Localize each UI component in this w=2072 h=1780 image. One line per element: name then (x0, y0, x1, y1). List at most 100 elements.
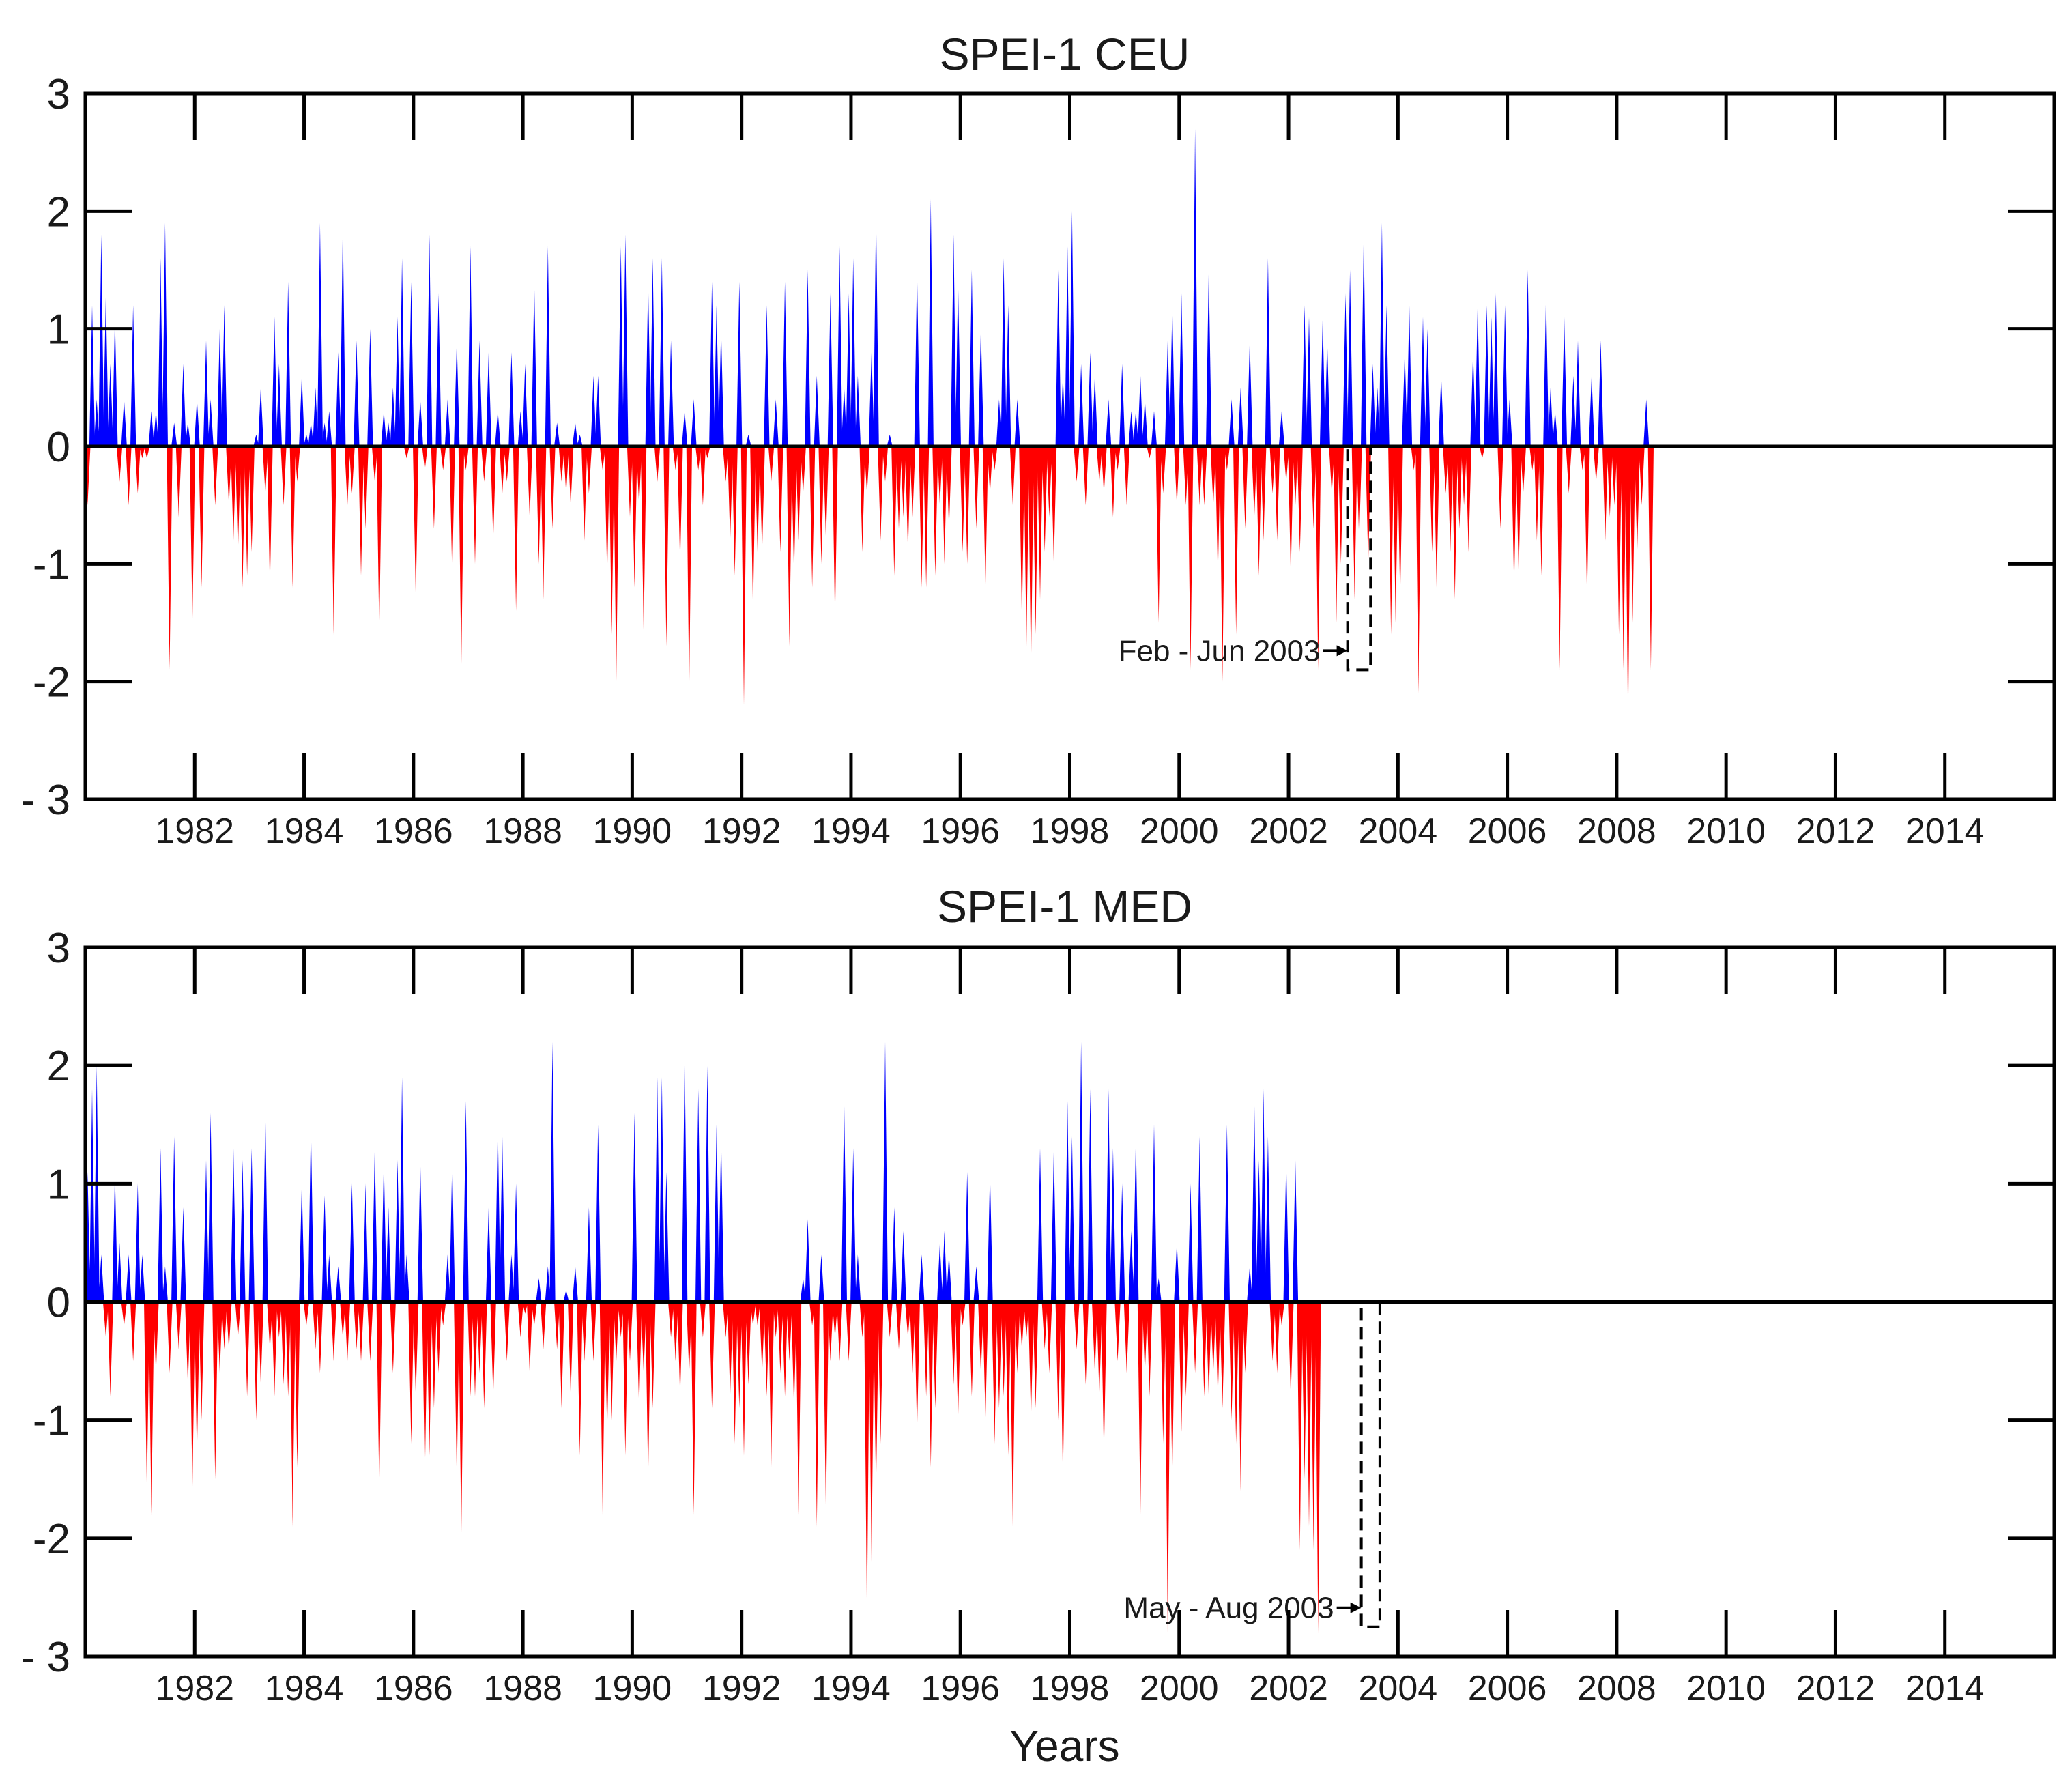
negative-spei-bar (408, 1302, 414, 1444)
positive-spei-bar (951, 234, 957, 446)
positive-spei-bar (513, 1183, 519, 1302)
positive-spei-bar (408, 281, 414, 446)
negative-spei-bar (435, 1302, 442, 1373)
negative-spei-bar (973, 446, 979, 529)
negative-spei-bar (371, 446, 378, 482)
positive-spei-bar (645, 281, 651, 446)
negative-spei-bar (189, 446, 196, 623)
positive-spei-bar (495, 1124, 501, 1302)
positive-spei-bar (417, 1160, 423, 1302)
negative-spei-bar (1233, 446, 1239, 635)
negative-spei-bar (262, 446, 268, 493)
negative-spei-bar (1196, 446, 1203, 506)
negative-spei-bar (1123, 1302, 1130, 1373)
positive-spei-bar (964, 1172, 970, 1302)
positive-spei-bar (262, 1112, 268, 1302)
negative-spei-bar (362, 446, 369, 529)
positive-spei-bar (276, 364, 282, 446)
annotation-label: Feb - Jun 2003 (1119, 634, 1321, 668)
positive-spei-bar (887, 434, 893, 446)
negative-spei-bar (1147, 446, 1153, 459)
negative-spei-bar (781, 1302, 788, 1396)
negative-spei-bar (1215, 1302, 1221, 1396)
negative-spei-bar (905, 1302, 911, 1338)
negative-spei-bar (558, 446, 564, 482)
positive-spei-bar (171, 422, 177, 446)
positive-spei-bar (130, 305, 136, 446)
positive-spei-bar (349, 1183, 355, 1302)
positive-spei-bar (577, 434, 583, 446)
negative-spei-bar (923, 1302, 930, 1396)
negative-spei-bar (777, 446, 783, 553)
negative-spei-bar (677, 1302, 683, 1396)
negative-spei-bar (134, 446, 141, 493)
negative-spei-bar (1447, 446, 1454, 553)
y-tick-label: 1 (47, 1161, 70, 1208)
positive-spei-bar (180, 1207, 186, 1302)
negative-spei-bar (490, 1302, 496, 1396)
negative-spei-bar (773, 1302, 779, 1338)
negative-spei-bar (1602, 446, 1609, 541)
negative-spei-bar (1301, 1302, 1308, 1480)
positive-spei-bar (1078, 364, 1084, 446)
negative-spei-bar (167, 446, 173, 670)
positive-spei-bar (299, 375, 305, 446)
negative-spei-bar (317, 1302, 323, 1373)
negative-spei-bar (376, 1302, 382, 1491)
negative-spei-bar (1365, 446, 1371, 564)
negative-spei-bar (754, 1302, 761, 1326)
positive-spei-bar (362, 1183, 369, 1302)
positive-spei-bar (846, 293, 852, 446)
negative-spei-bar (139, 446, 145, 459)
negative-spei-bar (272, 1302, 278, 1396)
positive-spei-bar (1192, 128, 1198, 446)
positive-spei-bar (1306, 317, 1312, 446)
negative-spei-bar (736, 1302, 743, 1409)
x-tick-label: 1986 (374, 1669, 453, 1708)
negative-spei-bar (349, 446, 355, 493)
negative-spei-bar (604, 446, 610, 576)
negative-spei-bar (691, 1302, 697, 1515)
negative-spei-bar (627, 446, 633, 517)
positive-spei-bar (1164, 340, 1171, 446)
annotation-arrowhead (1336, 645, 1348, 657)
negative-spei-bar (650, 1302, 656, 1409)
x-tick-label: 1996 (921, 812, 1000, 851)
positive-spei-bar (1342, 293, 1349, 446)
positive-spei-bar (1261, 1089, 1267, 1302)
negative-spei-bar (996, 1302, 1003, 1409)
negative-spei-bar (827, 1302, 833, 1362)
positive-spei-bar (126, 1254, 132, 1302)
positive-spei-bar (1078, 1042, 1084, 1302)
positive-spei-bar (89, 1089, 96, 1302)
positive-spei-bar (1237, 387, 1243, 446)
positive-spei-bar (180, 364, 186, 446)
positive-spei-bar (1055, 270, 1061, 446)
negative-spei-bar (1055, 1302, 1061, 1420)
negative-spei-bar (786, 446, 792, 646)
positive-spei-bar (549, 1042, 556, 1302)
positive-spei-bar (1151, 411, 1157, 446)
negative-spei-bar (230, 446, 237, 541)
negative-spei-bar (1516, 446, 1522, 576)
negative-spei-bar (1001, 1302, 1007, 1396)
negative-spei-bar (541, 446, 547, 599)
negative-spei-bar (723, 446, 729, 482)
negative-spei-bar (581, 446, 588, 541)
positive-spei-bar (317, 222, 323, 446)
negative-spei-bar (837, 1302, 843, 1362)
positive-spei-bar (919, 1254, 925, 1302)
positive-spei-bar (1570, 375, 1577, 446)
positive-spei-bar (659, 258, 665, 446)
positive-spei-bar (654, 1077, 661, 1302)
negative-spei-bar (1147, 1302, 1153, 1396)
positive-spei-bar (590, 375, 596, 446)
positive-spei-bar (121, 399, 127, 446)
negative-spei-bar (695, 446, 702, 470)
positive-spei-bar (1502, 305, 1508, 446)
positive-spei-bar (1119, 1183, 1125, 1302)
positive-spei-bar (1265, 258, 1271, 446)
positive-spei-bar (827, 293, 833, 446)
positive-spei-bar (713, 305, 719, 446)
positive-spei-bar (618, 246, 624, 446)
